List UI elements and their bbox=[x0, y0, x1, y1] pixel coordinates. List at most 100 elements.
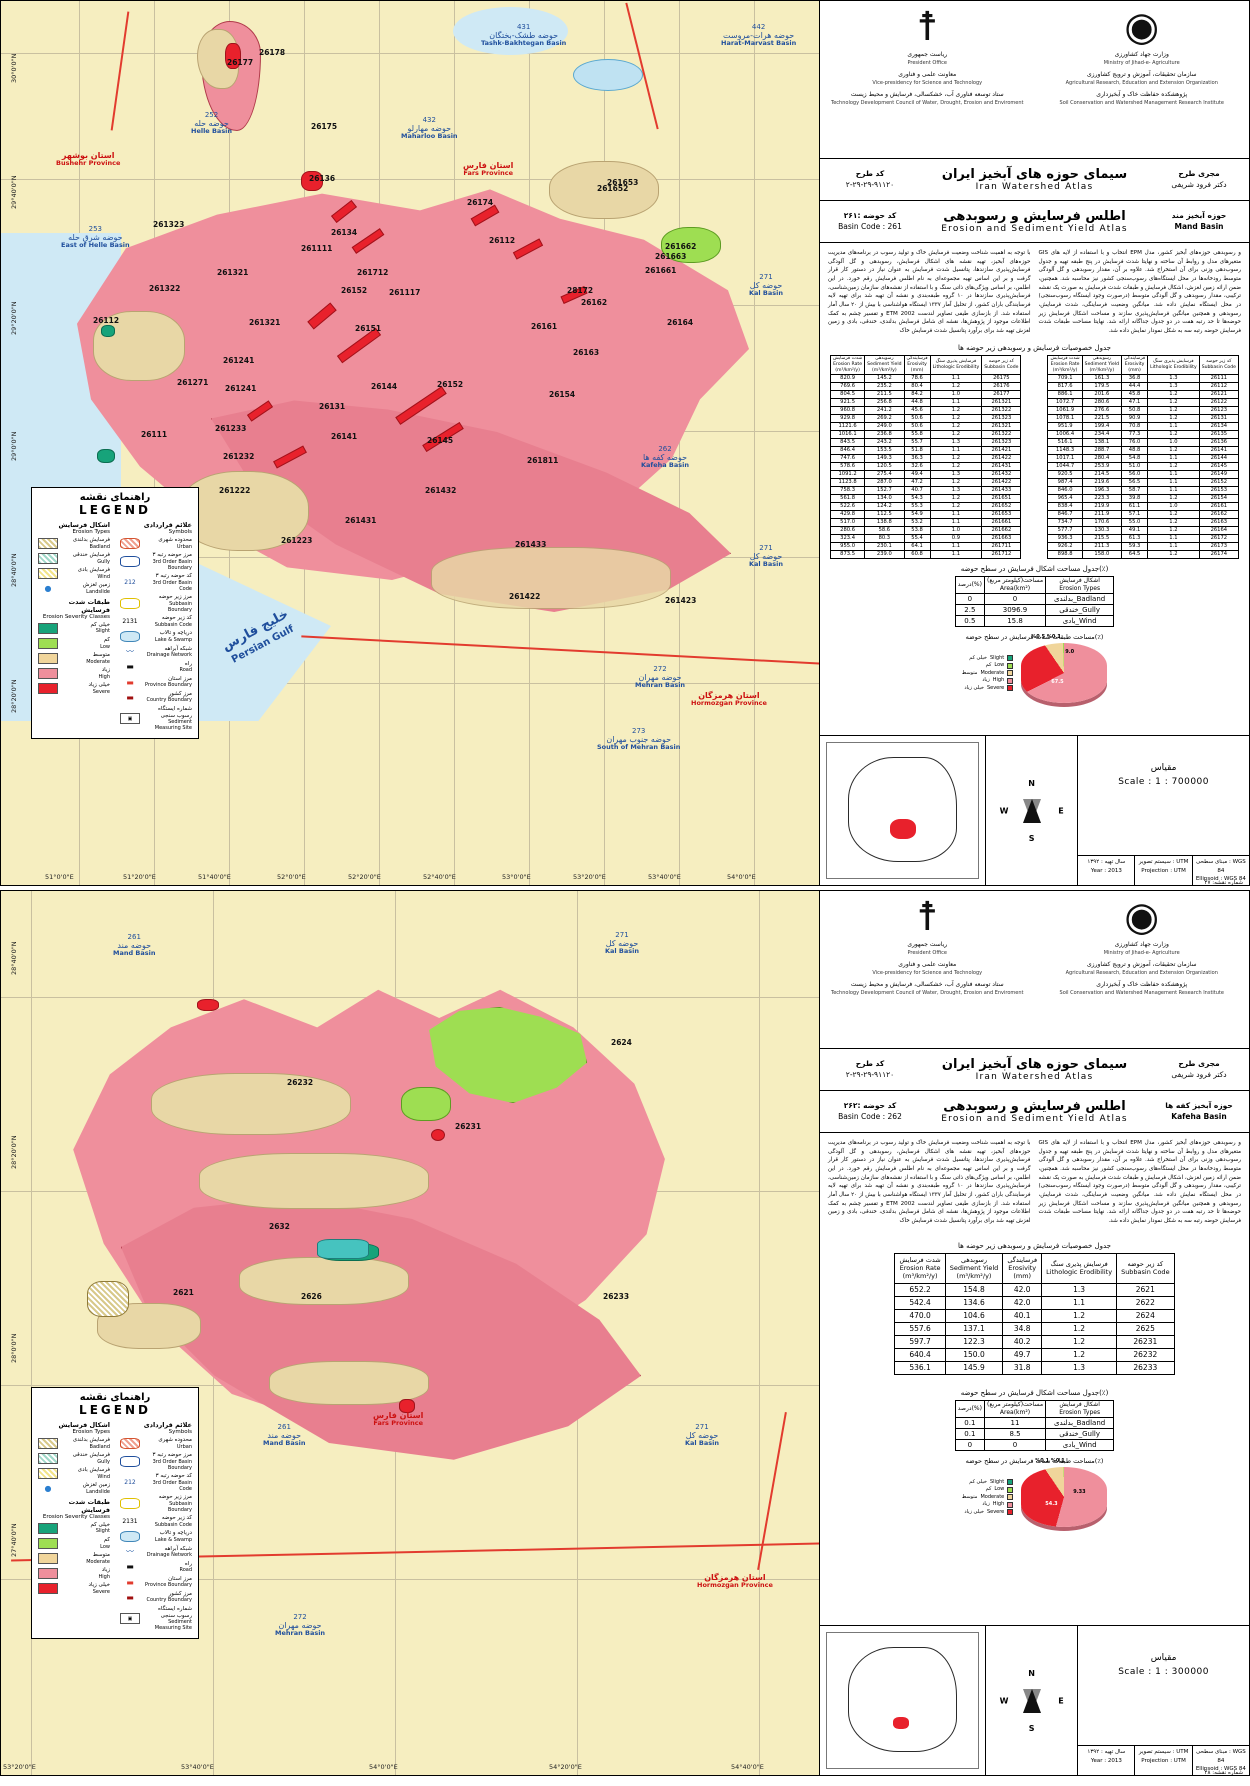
table-row: 1006.4 234.4 77.3 1.2 26135 bbox=[1047, 429, 1239, 439]
info-panel-2: ☨ ریاست جمهوری President Office معاونت عل… bbox=[820, 890, 1250, 1776]
table-row: 886.1 201.6 45.8 1.2 26121 bbox=[1047, 389, 1239, 399]
table-cell: 470.0 bbox=[894, 1308, 946, 1323]
table-cell: 130.3 bbox=[1081, 525, 1123, 535]
map-legend-2: راهنمای نقشه LEGEND اشکال فرسایش Erosion T… bbox=[31, 1387, 199, 1639]
table-cell: 2621 bbox=[1116, 1282, 1175, 1297]
table-cell: 1.1 bbox=[1147, 421, 1200, 431]
table-row: 522.6 124.2 55.3 1.2 261652 bbox=[829, 501, 1022, 511]
column-header-0: درصد(%) bbox=[954, 1399, 985, 1419]
pie-label-moderate: 9.0 bbox=[1065, 649, 1075, 656]
executor-cell-2: مجری طرح دکتر فرود شریفی bbox=[1171, 1059, 1227, 1079]
column-header-3: فرسایش پذیری سنگ Lithologic Erodibility bbox=[1147, 354, 1200, 375]
legend-symbol-lake: دریاچه و تالاب Lake & Swamp bbox=[120, 630, 192, 643]
table-cell: 80.4 bbox=[903, 381, 931, 391]
jihad-agriculture-emblem-icon: ◉ bbox=[1124, 894, 1160, 940]
table-cell: 64.5 bbox=[1121, 549, 1149, 559]
table-cell: 145.9 bbox=[944, 1360, 1004, 1375]
description-text-2: و رسوبدهی حوزه‌های آبخیز کشور، مدل EPM ا… bbox=[820, 1133, 1249, 1228]
basin-highlight-icon bbox=[890, 818, 917, 839]
table-row: 873.5 239.0 60.8 1.1 261712 bbox=[829, 549, 1022, 559]
basin-area-moderate bbox=[431, 547, 671, 609]
table-cell: 516.1 bbox=[1047, 437, 1083, 447]
subbasin-table-right: شدت فرسایش Erosion Rate (m³/km²/y) رسوبدهی S… bbox=[1047, 354, 1239, 559]
table-cell: 1.2 bbox=[1147, 397, 1200, 407]
table-cell: 1.2 bbox=[1147, 389, 1200, 399]
country-icon: ▬ bbox=[126, 1592, 134, 1602]
table-row: 557.6 137.1 34.8 1.2 2625 bbox=[894, 1321, 1175, 1336]
basin-boundary-icon bbox=[120, 1455, 140, 1467]
executor-cell: مجری طرح دکتر فرود شریفی bbox=[1171, 169, 1227, 189]
pie-label-high-2: 54.3 bbox=[1045, 1501, 1058, 1508]
legend-symbol-basin-boundary: مرز حوضه رتبه ۳ 3rd Order Basin Boundary bbox=[120, 552, 192, 571]
table-row: 597.7 122.3 40.2 1.2 26231 bbox=[894, 1334, 1175, 1349]
table-cell: 39.8 bbox=[1121, 493, 1149, 503]
table-cell: 215.5 bbox=[1081, 533, 1123, 543]
column-header-2: فرسایندگی Erosivity (mm) bbox=[903, 354, 931, 375]
table-cell: 36.3 bbox=[903, 453, 931, 463]
table-cell: 42.0 bbox=[1002, 1282, 1043, 1297]
table-cell: 26141 bbox=[1198, 445, 1239, 455]
legend-item-low-2: کم Low bbox=[38, 1537, 110, 1550]
table-cell: 557.6 bbox=[894, 1321, 946, 1336]
table-cell: 261432 bbox=[981, 469, 1022, 479]
table-cell: 747.6 bbox=[829, 453, 866, 463]
table-cell: 253.9 bbox=[1081, 461, 1123, 471]
table-cell: 0.5 bbox=[954, 615, 985, 628]
table-row: 429.8 112.5 54.9 1.1 261653 bbox=[829, 509, 1022, 519]
table-cell: 26144 bbox=[1198, 453, 1239, 463]
legend-col-erosion-2: اشکال فرسایش Erosion Types فرسایش بدلندی B… bbox=[38, 1421, 110, 1634]
table-cell: 53.2 bbox=[903, 517, 931, 527]
scale-value: Scale : 1 : 700000 bbox=[1118, 776, 1209, 787]
crest-cell-president: ☨ ریاست جمهوری President Office معاونت عل… bbox=[820, 1, 1035, 158]
column-header-1: رسوبدهی Sediment Yield (m³/km²/y) bbox=[1081, 354, 1123, 375]
table-cell: 196.3 bbox=[1081, 485, 1123, 495]
map-canvas-1[interactable]: 431 حوضه طشک-بختگان Tashk-Bakhtegan Basin … bbox=[0, 0, 820, 886]
table-cell: 1.2 bbox=[929, 413, 983, 423]
map-canvas-2[interactable]: 261 حوضه مند Mand Basin 271 حوضه کل Kal Basi… bbox=[0, 890, 820, 1776]
basin-code-icon: 212 bbox=[124, 1478, 136, 1486]
legend-item-moderate-2: متوسط Moderate bbox=[38, 1552, 110, 1565]
table-cell: 239.0 bbox=[864, 549, 905, 559]
scale-block-2: مقیاس Scale : 1 : 300000 سال تهیه : ۱۳۹۲… bbox=[1078, 1626, 1249, 1775]
table-cell: 149.3 bbox=[864, 453, 905, 463]
table-cell: 280.6 bbox=[1081, 397, 1123, 407]
table-cell: 1.0 bbox=[929, 389, 983, 399]
legend-item-moderate: متوسط Moderate bbox=[38, 652, 110, 665]
legend-item-high-2: زیاد High bbox=[38, 1567, 110, 1580]
table-cell: 640.4 bbox=[894, 1347, 946, 1362]
table-cell: 49.4 bbox=[903, 469, 931, 479]
column-header-4: کد زیر حوضه Subbasin Code bbox=[1116, 1252, 1175, 1284]
table-cell: 287.0 bbox=[864, 477, 905, 487]
table-row: 516.1 138.1 76.0 1.0 26136 bbox=[1047, 437, 1239, 447]
column-header-4: کد زیر حوضه Subbasin Code bbox=[981, 354, 1022, 375]
table-cell: 1091.2 bbox=[829, 469, 866, 479]
table-row: 1044.7 253.9 51.0 1.2 26145 bbox=[1047, 461, 1239, 471]
table-cell: 1.2 bbox=[929, 493, 983, 503]
table-cell: 1078.1 bbox=[1047, 413, 1083, 423]
table-cell: 0.1 bbox=[954, 1417, 985, 1430]
table-cell: 1006.4 bbox=[1047, 429, 1083, 439]
table-cell: 820.9 bbox=[829, 373, 866, 383]
table-cell: 0 bbox=[954, 593, 985, 606]
basin-area-moderate-2 bbox=[239, 1257, 409, 1305]
column-header-1: مساحت(کیلومتر مربع) Area(km²) bbox=[983, 575, 1047, 595]
basin-area-moderate-2 bbox=[199, 1153, 429, 1209]
table-cell: 76.0 bbox=[1121, 437, 1149, 447]
table-cell: 40.1 bbox=[1002, 1308, 1043, 1323]
table-row: 1017.1 280.4 54.8 1.1 26144 bbox=[1047, 453, 1239, 463]
drainage-icon: 〰 bbox=[126, 647, 134, 657]
table-cell: 1.2 bbox=[929, 453, 983, 463]
table-row: 536.1 145.9 31.8 1.3 26233 bbox=[894, 1360, 1175, 1375]
severe-swatch-icon bbox=[38, 683, 58, 695]
table-cell: 1.2 bbox=[929, 381, 983, 391]
table-cell: 280.6 bbox=[829, 525, 866, 535]
table-cell: 843.5 bbox=[829, 437, 866, 447]
pie-label-small-2: %0.1 %0.1 bbox=[1035, 1458, 1065, 1465]
table-cell: 261662 bbox=[981, 525, 1022, 535]
table-cell: خندقی_Gully bbox=[1045, 604, 1115, 617]
meta-ellipsoid: مبنای سطحی : WGS 84 Ellipsoid : WGS 84 bbox=[1191, 856, 1249, 885]
legend-item-landslide: ● زمین لغزش Landslide bbox=[38, 582, 111, 595]
table-cell: 61.3 bbox=[1121, 533, 1149, 543]
table-cell: 1121.6 bbox=[829, 421, 866, 431]
legend-symbol-road: ▬ راه Road bbox=[120, 661, 192, 674]
